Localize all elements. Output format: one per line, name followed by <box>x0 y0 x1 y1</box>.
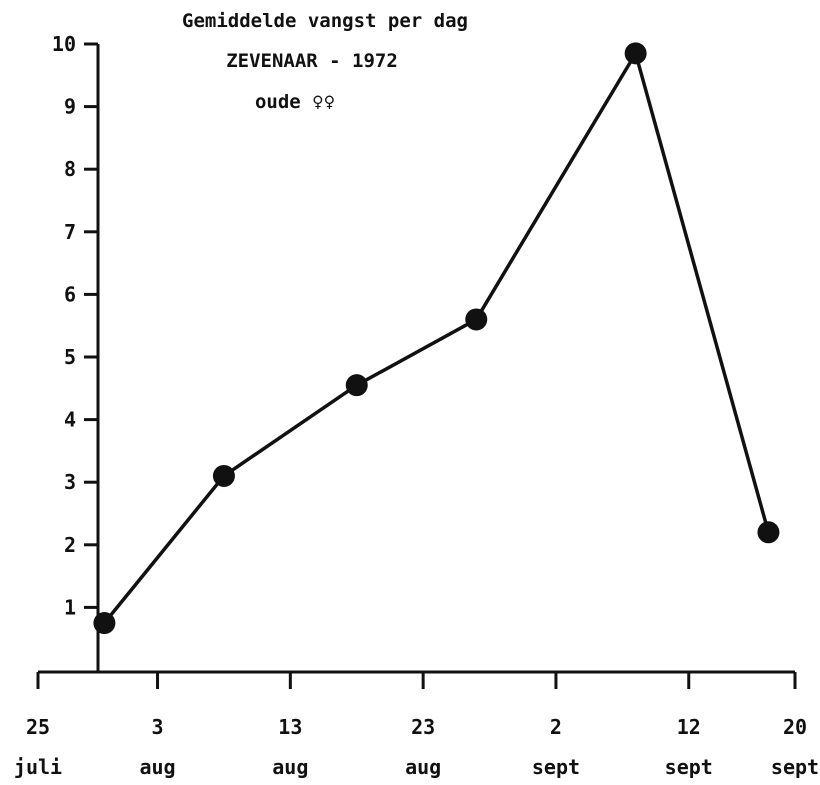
y-tick-label: 8 <box>64 157 76 181</box>
x-tick-label-day: 2 <box>550 715 562 739</box>
x-tick-label-day: 23 <box>411 715 435 739</box>
y-axis: 1 2 3 4 5 6 7 8 9 10 <box>52 32 100 672</box>
y-tick-label: 7 <box>64 220 76 244</box>
data-point <box>465 308 488 331</box>
chart-title-line-2: ZEVENAAR - 1972 <box>226 50 398 72</box>
x-tick-label-month: juli <box>14 755 62 779</box>
data-point <box>624 42 647 65</box>
data-point <box>93 612 116 635</box>
chart-title: Gemiddelde vangst per dag ZEVENAAR - 197… <box>182 10 468 113</box>
x-tick-label-month: sept <box>532 755 580 779</box>
data-point <box>757 521 780 544</box>
y-tick-label: 6 <box>64 282 76 306</box>
x-tick-label-month: sept <box>665 755 713 779</box>
x-tick-label-day: 12 <box>677 715 701 739</box>
x-tick-label-day: 20 <box>783 715 807 739</box>
x-tick-label-day: 13 <box>278 715 302 739</box>
y-tick-label: 3 <box>64 470 76 494</box>
y-tick-label: 9 <box>64 95 76 119</box>
x-tick-label-month: aug <box>405 755 441 779</box>
chart-title-line-3: oude ♀♀ <box>255 91 335 113</box>
data-point <box>345 374 368 397</box>
data-point <box>212 464 235 487</box>
x-tick-label-month: aug <box>272 755 308 779</box>
series <box>93 42 780 635</box>
x-tick-label-day: 3 <box>152 715 164 739</box>
chart-title-line-1: Gemiddelde vangst per dag <box>182 10 468 32</box>
y-tick-label: 5 <box>64 345 76 369</box>
x-tick-label-month: aug <box>139 755 175 779</box>
x-axis: 25 juli 3 aug 13 aug 23 aug 2 sept 12 sept 20 sept <box>14 670 819 779</box>
x-tick-label-month: sept <box>771 755 819 779</box>
y-tick-label: 10 <box>52 32 76 56</box>
y-tick-label: 4 <box>64 408 76 432</box>
y-tick-label: 2 <box>64 533 76 557</box>
y-tick-label: 1 <box>64 595 76 619</box>
series-line <box>103 48 771 625</box>
x-tick-label-day: 25 <box>26 715 50 739</box>
